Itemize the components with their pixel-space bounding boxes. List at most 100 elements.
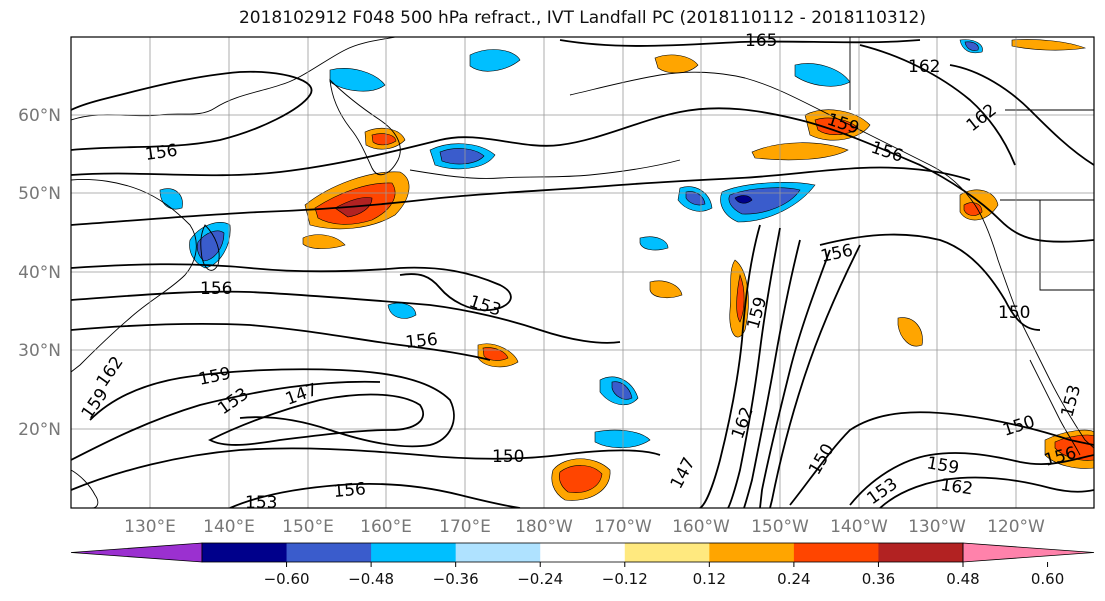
positive-anomaly-patch <box>1054 434 1094 461</box>
contour-label: 162 <box>963 100 1001 136</box>
contour-line <box>71 107 1094 243</box>
aleutian-islands <box>409 159 681 179</box>
negative-anomaly-patch <box>469 49 521 72</box>
contour-line <box>559 39 921 47</box>
contour-line <box>727 227 781 508</box>
negative-anomaly-patch <box>794 63 851 87</box>
figure-title: 2018102912 F048 500 hPa refract., IVT La… <box>238 8 926 28</box>
baja-coastline <box>1029 359 1081 456</box>
contour-line <box>71 166 971 226</box>
contour-label: 150 <box>998 303 1030 323</box>
contour-line <box>819 233 1041 331</box>
lat-label: 60°N <box>18 106 61 126</box>
negative-anomaly-patch <box>685 191 706 206</box>
shaded-field <box>159 39 1094 501</box>
positive-anomaly-patch <box>302 234 346 249</box>
lon-label: 180°W <box>515 517 573 537</box>
contour-label: 156 <box>200 279 232 299</box>
longitude-labels: 130°E 140°E 150°E 160°E 170°E 180°W 170°… <box>124 517 1045 537</box>
contour-line <box>71 290 621 344</box>
contour-label: 156 <box>404 330 438 353</box>
negative-anomaly-patch <box>387 302 417 319</box>
positive-anomaly-patch <box>371 133 397 146</box>
lon-label: 140°E <box>203 517 255 537</box>
contour-label: 153 <box>1058 383 1086 420</box>
positive-anomaly-patch <box>649 280 683 299</box>
colorbar-tick-label: 0.24 <box>777 570 810 588</box>
positive-anomaly-patch <box>963 202 983 216</box>
map-frame <box>70 36 1095 509</box>
contour-line <box>71 322 491 361</box>
negative-anomaly-patch <box>964 41 979 51</box>
colorbar-segment <box>540 543 626 562</box>
colorbar-tick-label: 0.60 <box>1031 570 1064 588</box>
contour-label: 156 <box>333 479 367 502</box>
positive-anomaly-patch <box>654 54 699 74</box>
negative-anomaly-patch <box>159 188 183 210</box>
lon-label: 150°E <box>282 517 334 537</box>
contour-line <box>849 452 1094 506</box>
lon-label: 160°W <box>672 517 730 537</box>
negative-anomaly-patch <box>196 230 225 262</box>
negative-anomaly-patch <box>611 381 633 400</box>
lon-label: 140°W <box>830 517 888 537</box>
contour-label: 153 <box>214 384 252 419</box>
asia-coastline <box>71 37 396 121</box>
us-border <box>1039 200 1094 291</box>
positive-anomaly-patch <box>482 347 509 361</box>
positive-anomaly-patch <box>751 142 849 161</box>
contour-label: 150 <box>492 447 524 467</box>
colorbar-segment <box>202 543 288 562</box>
contour-label: 162 <box>939 475 974 499</box>
colorbar-tick-label: 0.48 <box>946 570 979 588</box>
contour-label: 162 <box>908 57 940 77</box>
contour-line <box>229 482 521 508</box>
positive-anomaly-patch <box>736 273 745 323</box>
negative-anomaly-patch <box>734 195 753 204</box>
contour-label: 147 <box>283 380 320 410</box>
contour-label: 159 <box>197 364 233 390</box>
contour-label: 156 <box>868 138 905 167</box>
lat-label: 50°N <box>18 184 61 204</box>
colorbar-segment <box>709 543 795 562</box>
contour-label: 147 <box>667 454 700 492</box>
philippines-coastline <box>71 469 99 508</box>
contour-label: 165 <box>745 31 777 51</box>
lat-label: 30°N <box>18 341 61 361</box>
lon-label: 130°W <box>908 517 966 537</box>
negative-anomaly-patch <box>329 68 386 92</box>
contour-label: 153 <box>863 474 901 509</box>
colorbar-segment <box>455 543 541 562</box>
positive-anomaly-patch <box>558 465 603 493</box>
positive-anomaly-patch <box>897 317 923 347</box>
contour-line <box>208 393 424 446</box>
contour-label: 162 <box>93 353 128 391</box>
contour-line <box>949 64 1094 166</box>
contour-line <box>743 239 801 508</box>
contour-label: 150 <box>805 440 839 478</box>
colorbar-tick-label: −0.36 <box>433 570 479 588</box>
contour-label: 153 <box>466 292 503 321</box>
contour-line <box>769 244 861 508</box>
contour-line <box>789 411 1094 506</box>
colorbar-segment <box>286 543 372 562</box>
colorbar-segment <box>624 543 710 562</box>
colorbar-frame <box>201 542 964 563</box>
colorbar-extend-max <box>962 542 1095 563</box>
lon-label: 150°W <box>751 517 809 537</box>
negative-anomaly-patch <box>639 236 669 251</box>
contour-line <box>879 476 1094 508</box>
colorbar-tick-label: −0.48 <box>348 570 394 588</box>
contour-line <box>71 380 381 461</box>
contour-line <box>759 249 831 508</box>
refractivity-contours <box>71 39 1094 508</box>
lon-label: 170°W <box>594 517 652 537</box>
positive-anomaly-patch <box>814 117 859 135</box>
lon-label: 170°E <box>439 517 491 537</box>
contour-line <box>71 70 313 151</box>
contour-line <box>699 224 761 508</box>
alaska-coastline <box>569 71 976 206</box>
negative-anomaly-patch <box>594 429 651 449</box>
